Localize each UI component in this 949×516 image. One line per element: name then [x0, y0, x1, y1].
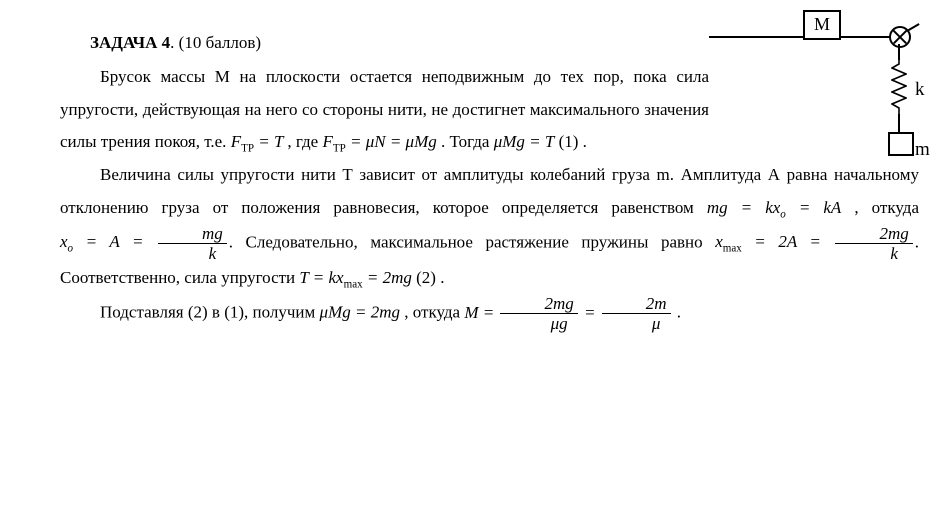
sub-tr: ТР: [241, 142, 254, 154]
num-2mg: 2mg: [835, 225, 912, 243]
label-k: k: [915, 72, 925, 108]
eq-t: = T: [254, 132, 283, 151]
num-2mg2: 2mg: [500, 295, 577, 313]
sub-tr2: ТР: [333, 142, 346, 154]
eq-xo-a: xo = A = mgk: [60, 232, 229, 251]
word-otkuda: , откуда: [841, 198, 919, 217]
t-kx: T = kx: [299, 268, 343, 287]
sub-max2: max: [344, 278, 363, 290]
frac-2mg-k: 2mgk: [833, 225, 914, 262]
sym-F: F: [231, 132, 241, 151]
word-sled: . Следовательно, максимальное растяжение…: [229, 232, 715, 251]
block-small-m: [888, 132, 914, 156]
eq-2a: = 2A =: [742, 232, 834, 251]
eq1-number: (1) .: [554, 132, 587, 151]
sym-x2: x: [715, 232, 723, 251]
label-m: m: [915, 132, 930, 168]
problem-page: M k m ЗАДАЧА 4. (10 баллов) Брусок массы…: [0, 0, 949, 516]
p3-text: Подставляя (2) в (1), получим: [100, 303, 320, 322]
sym-x: x: [60, 232, 68, 251]
den-mu: μ: [602, 313, 671, 332]
rope-upper: [898, 44, 900, 60]
paragraph-3: Подставляя (2) в (1), получим μMg = 2mg …: [60, 295, 919, 332]
heading-points: . (10 баллов): [170, 33, 261, 52]
eq-a: = A =: [73, 232, 156, 251]
den-mug: μg: [500, 313, 577, 332]
eq-final-1: μMg = 2mg: [320, 303, 400, 322]
frac-mg-k: mgk: [156, 225, 229, 262]
mg-kx: mg = kx: [707, 198, 780, 217]
mechanics-diagram: M k m: [709, 6, 929, 166]
eq-ftr-t: FТР = T: [231, 132, 288, 151]
eq2-number: (2) .: [412, 268, 445, 287]
eq1: μMg = T: [494, 132, 555, 151]
num-mg: mg: [158, 225, 227, 243]
den-k: k: [158, 243, 227, 262]
m-eq: M =: [464, 303, 498, 322]
eq-xmax: xmax = 2A = 2mgk: [715, 232, 915, 251]
word-otkuda2: , откуда: [400, 303, 464, 322]
word-gde: , где: [287, 132, 322, 151]
eq-ftr-mumg: FТР = μN = μMg: [322, 132, 436, 151]
rope-lower: [898, 114, 900, 132]
spring-icon: [891, 60, 907, 114]
eq-fn: = μN = μMg: [346, 132, 437, 151]
eq-2mg: = 2mg: [363, 268, 412, 287]
frac-2m-mu: 2mμ: [600, 295, 673, 332]
eq-ka: = kA: [786, 198, 841, 217]
num-2m: 2m: [602, 295, 671, 313]
eq-final-2: M = 2mgμg = 2mμ: [464, 303, 672, 322]
block-big-m: M: [803, 10, 841, 40]
final-dot: .: [673, 303, 682, 322]
eq-sign: =: [580, 303, 600, 322]
pulley-mount: [907, 23, 920, 32]
frac-2mg-mug: 2mgμg: [498, 295, 579, 332]
den-k2: k: [835, 243, 912, 262]
sym-F2: F: [322, 132, 332, 151]
eq-t-kxmax: T = kxmax = 2mg: [299, 268, 412, 287]
eq-mg-kx: mg = kxo = kA: [707, 198, 841, 217]
paragraph-2: Величина силы упругости нити Т зависит о…: [60, 159, 919, 295]
word-togda: . Тогда: [437, 132, 494, 151]
heading-label: ЗАДАЧА 4: [90, 33, 170, 52]
sub-max: max: [723, 243, 742, 255]
